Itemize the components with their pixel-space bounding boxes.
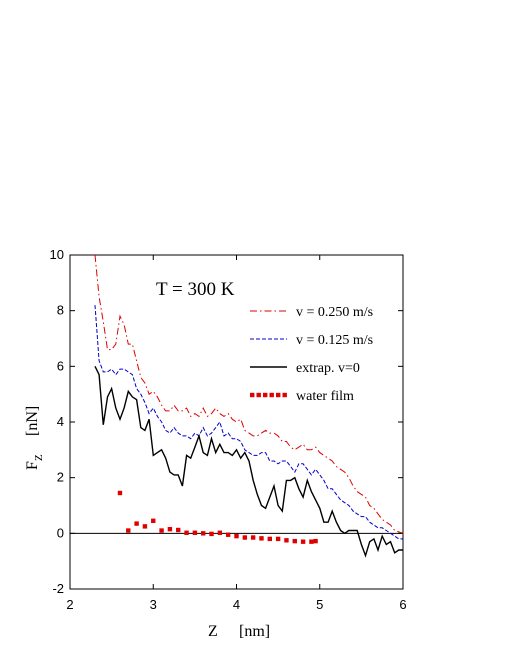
- series-layer: [94, 255, 403, 558]
- water-film-point: [167, 526, 173, 532]
- water-film-point: [151, 518, 156, 524]
- y-tick-label: 10: [50, 247, 64, 262]
- x-tick-label: 2: [66, 597, 73, 612]
- water-film-point: [309, 539, 314, 544]
- legend-label-2: extrap. v=0: [296, 361, 360, 376]
- y-tick-label: 0: [57, 525, 64, 540]
- y-tick-label: 4: [57, 414, 64, 429]
- water-film-point: [217, 530, 223, 535]
- legend-label-1: v = 0.125 m/s: [296, 333, 373, 348]
- legend-swatch-3: [250, 392, 255, 398]
- x-axis-label: Z [nm]: [208, 623, 270, 640]
- water-film-point: [192, 530, 198, 535]
- y-axis-label-subscript: Z: [33, 454, 45, 461]
- water-film-point: [242, 535, 248, 540]
- water-film-point: [159, 528, 164, 533]
- series-line-0: [94, 255, 403, 534]
- water-film-point: [176, 527, 181, 533]
- x-axis-label-unit: [nm]: [239, 623, 270, 640]
- chart-annotation: T = 300 K: [156, 279, 235, 300]
- x-tick-label: 3: [150, 597, 157, 612]
- legend-swatch-3: [276, 392, 281, 398]
- x-tick-label: 4: [233, 597, 240, 612]
- series-line-2: [94, 365, 403, 558]
- y-tick-label: 2: [57, 470, 64, 485]
- legend-label-3: water film: [296, 389, 354, 404]
- water-film-point: [184, 530, 189, 535]
- water-film-point: [126, 528, 131, 533]
- x-tick-label: 5: [316, 597, 323, 612]
- legend-swatch-3: [256, 392, 261, 398]
- water-film-point: [267, 536, 272, 542]
- water-film-point: [313, 538, 318, 544]
- legend-swatch-3: [263, 392, 268, 398]
- water-film-point: [225, 532, 231, 537]
- water-film-point: [201, 531, 206, 536]
- y-axis-label: F Z [nN]: [24, 406, 45, 470]
- water-film-point: [209, 531, 214, 537]
- series-line-1: [94, 305, 403, 540]
- water-film-point: [142, 524, 148, 529]
- water-film-point: [234, 533, 239, 539]
- water-film-point: [292, 538, 297, 544]
- water-film-point: [275, 536, 281, 542]
- y-tick-label: -2: [52, 581, 64, 596]
- x-tick-label: 6: [399, 597, 406, 612]
- water-film-point: [250, 535, 256, 540]
- legend: v = 0.250 m/s v = 0.125 m/s extrap. v=0 wat…: [250, 305, 373, 404]
- legend-swatch-3: [269, 392, 274, 398]
- legend-label-0: v = 0.250 m/s: [296, 305, 373, 320]
- y-tick-label: 8: [57, 303, 64, 318]
- water-film-point: [300, 539, 306, 544]
- y-tick-label: 6: [57, 358, 64, 373]
- water-film-point: [284, 538, 289, 543]
- y-axis-label-text: F: [24, 461, 41, 470]
- y-axis-label-unit: [nN]: [24, 406, 41, 436]
- water-film-point: [117, 490, 123, 496]
- legend-swatch-3: [282, 392, 287, 398]
- tick-group: 2 3 4 5 6 -2 0 2 4 6 8 10: [50, 247, 407, 612]
- x-axis-label-text: Z: [208, 623, 218, 640]
- water-film-point: [134, 521, 139, 526]
- water-film-point: [259, 536, 264, 541]
